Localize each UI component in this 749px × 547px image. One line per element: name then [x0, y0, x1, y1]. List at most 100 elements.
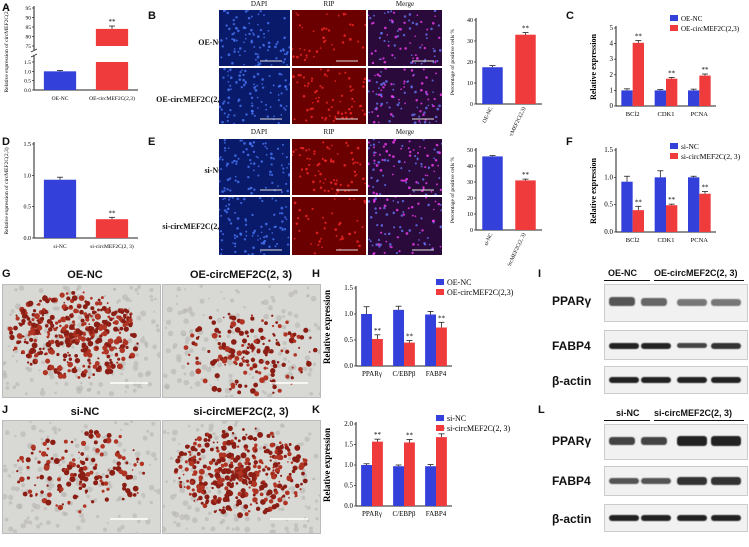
lipid-droplet [277, 497, 283, 503]
lipid-droplet [132, 485, 139, 492]
cell-dot [235, 160, 238, 163]
cell-dot [239, 104, 242, 108]
cell-dot [311, 207, 314, 210]
bar [361, 465, 372, 506]
band [641, 343, 671, 349]
cell-dot [326, 69, 329, 72]
legend-swatch [436, 289, 444, 295]
background-speckle [175, 522, 181, 528]
lipid-droplet [62, 353, 68, 359]
cell-dot [264, 145, 267, 148]
lipid-droplet [39, 299, 42, 303]
cell-dot [288, 46, 290, 49]
cell-dot [234, 179, 237, 182]
lipid-droplet [46, 484, 49, 487]
lipid-droplet [125, 345, 129, 350]
lipid-droplet [196, 326, 203, 332]
cell-dot [317, 170, 320, 173]
cell-dot [323, 227, 326, 230]
background-speckle [135, 531, 138, 533]
lipid-droplet [251, 454, 256, 458]
background-speckle [150, 452, 157, 458]
lipid-droplet [262, 349, 269, 355]
cell-dot [222, 198, 225, 201]
cell-dot [356, 219, 359, 222]
legend-label: OE-NC [447, 278, 471, 287]
lipid-droplet [268, 339, 271, 342]
background-speckle [169, 456, 173, 461]
lipid-droplet [198, 481, 203, 486]
bar [372, 441, 383, 506]
cell-dot [348, 107, 351, 111]
cell-dot [348, 37, 352, 41]
lipid-droplet [87, 352, 93, 358]
lipid-droplet [266, 467, 271, 471]
micro-label-si-circ: si-circMEF2C(2, 3) [193, 406, 289, 418]
cell-dot [408, 169, 411, 172]
lipid-droplet [123, 326, 129, 332]
cell-dot [375, 243, 379, 246]
cell-dot [372, 168, 375, 171]
lipid-droplet [47, 492, 52, 498]
band [641, 515, 671, 521]
lipid-droplet [74, 357, 81, 364]
cell-dot [420, 217, 423, 220]
lipid-droplet [177, 455, 181, 459]
background-speckle [171, 437, 177, 442]
lipid-droplet [273, 455, 278, 460]
cell-dot [234, 211, 237, 214]
cell-dot [393, 139, 397, 142]
lipid-droplet [264, 465, 268, 469]
background-speckle [40, 437, 44, 441]
y-tick-label: 0.0 [604, 228, 613, 236]
lipid-droplet [101, 351, 105, 355]
background-speckle [120, 428, 123, 432]
lipid-droplet [245, 433, 248, 436]
lipid-droplet [221, 445, 227, 451]
background-speckle [287, 311, 293, 316]
background-speckle [29, 377, 34, 382]
y-axis-label: Relative expression of circMEF2C(2,3) [3, 147, 10, 234]
cell-dot [378, 245, 381, 248]
cell-dot [292, 55, 295, 58]
background-speckle [257, 517, 262, 522]
lipid-droplet [178, 464, 183, 469]
blot-membrane [604, 466, 748, 496]
cell-dot [324, 116, 328, 120]
lipid-droplet [59, 458, 62, 461]
cell-dot [233, 50, 236, 54]
background-speckle [53, 430, 58, 435]
legend-label: si-NC [681, 142, 699, 151]
background-speckle [216, 317, 223, 324]
cell-dot [322, 27, 326, 30]
background-speckle [217, 362, 223, 368]
lipid-droplet [90, 296, 93, 300]
lipid-droplet [80, 348, 85, 353]
cell-dot [433, 49, 436, 53]
lipid-droplet [294, 494, 298, 498]
lipid-droplet [118, 434, 122, 439]
cell-dot [404, 179, 407, 182]
cell-dot [340, 112, 344, 116]
cell-dot [306, 56, 308, 59]
cell-dot [351, 23, 355, 27]
cell-dot [306, 172, 309, 175]
y-tick-label: 1.5 [24, 142, 32, 148]
cell-dot [408, 140, 411, 143]
cell-dot [280, 114, 283, 116]
cell-dot [377, 93, 381, 96]
cell-dot [362, 85, 365, 88]
lipid-droplet [201, 491, 205, 495]
image-texture [368, 139, 442, 195]
band [711, 343, 741, 349]
background-speckle [306, 294, 310, 298]
cell-dot [370, 52, 374, 55]
lipid-droplet [222, 316, 225, 319]
cell-dot [372, 186, 375, 189]
cell-dot [407, 147, 410, 150]
lipid-droplet [16, 340, 21, 345]
cell-dot [336, 153, 339, 155]
cell-dot [387, 10, 390, 14]
bar [654, 177, 666, 232]
